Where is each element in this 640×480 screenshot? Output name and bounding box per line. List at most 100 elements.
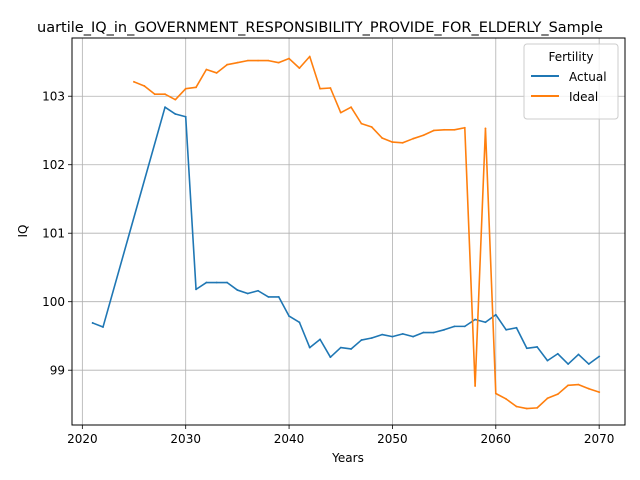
data-point-ideal (184, 87, 187, 90)
data-point-ideal (319, 87, 321, 90)
data-point-ideal (577, 383, 580, 386)
data-point-ideal (587, 387, 590, 390)
data-point-actual (577, 353, 580, 356)
data-point-ideal (339, 111, 342, 114)
data-point-ideal (164, 93, 166, 96)
data-point-actual (391, 335, 394, 338)
data-point-ideal (133, 80, 135, 83)
x-tick-label: 2060 (481, 432, 512, 446)
y-tick-label: 103 (42, 90, 65, 104)
data-point-actual (329, 356, 332, 359)
data-point-actual (215, 281, 218, 284)
data-point-actual (463, 325, 466, 328)
data-point-actual (205, 281, 208, 284)
legend-label-actual: Actual (569, 70, 607, 84)
data-point-ideal (236, 61, 239, 64)
data-point-ideal (412, 137, 414, 140)
data-point-ideal (536, 406, 539, 409)
data-point-actual (226, 281, 228, 284)
data-point-actual (360, 339, 363, 341)
data-point-ideal (370, 126, 373, 128)
data-point-ideal (432, 129, 435, 132)
data-point-actual (277, 296, 280, 298)
legend-label-ideal: Ideal (569, 90, 598, 104)
data-point-ideal (443, 128, 446, 131)
data-point-ideal (215, 72, 218, 74)
data-point-actual (236, 289, 239, 291)
data-point-ideal (381, 137, 383, 139)
x-axis-label: Years (331, 451, 364, 465)
axis-ticks: 2020 2030 2040 2050 2060 2070 99 100 101 102 103 (42, 90, 614, 446)
data-point-actual (453, 325, 456, 328)
data-point-ideal (350, 106, 352, 109)
y-tick-label: 102 (42, 158, 65, 172)
data-point-ideal (257, 59, 259, 62)
data-point-ideal (598, 391, 601, 394)
data-point-actual (422, 331, 425, 334)
data-point-ideal (484, 127, 487, 130)
data-point-actual (556, 352, 559, 355)
data-point-ideal (453, 128, 456, 131)
data-point-ideal (401, 141, 404, 144)
data-point-ideal (298, 67, 301, 70)
data-point-actual (412, 335, 414, 338)
data-point-ideal (205, 68, 208, 71)
legend-title: Fertility (548, 50, 593, 64)
data-point-ideal (515, 405, 518, 408)
data-point-actual (598, 355, 601, 358)
legend-box (523, 43, 619, 120)
data-point-ideal (360, 122, 363, 125)
data-point-actual (381, 333, 383, 336)
y-tick-label: 101 (42, 227, 65, 241)
y-tick-label: 100 (42, 295, 65, 309)
x-tick-label: 2020 (67, 432, 98, 446)
data-point-actual (546, 359, 549, 362)
data-point-actual (319, 338, 321, 341)
data-point-ideal (277, 61, 280, 64)
data-point-actual (484, 321, 487, 324)
data-point-actual (536, 346, 539, 348)
data-point-actual (246, 292, 249, 295)
data-point-ideal (143, 85, 146, 87)
data-point-ideal (391, 141, 394, 144)
data-point-actual (184, 115, 187, 118)
data-point-ideal (556, 393, 559, 396)
data-point-ideal (546, 397, 549, 400)
series-group (91, 55, 601, 410)
x-tick-label: 2050 (377, 432, 408, 446)
data-point-actual (401, 333, 404, 335)
series-line-ideal (132, 55, 601, 410)
x-tick-label: 2070 (584, 432, 615, 446)
x-tick-label: 2040 (274, 432, 305, 446)
data-point-ideal (308, 55, 311, 58)
data-point-actual (350, 348, 352, 350)
data-point-ideal (226, 63, 228, 66)
data-point-actual (308, 346, 311, 349)
data-point-actual (102, 326, 104, 328)
data-point-actual (494, 313, 497, 316)
data-point-ideal (474, 385, 477, 387)
data-point-actual (174, 113, 177, 115)
legend: Fertility Actual Ideal (523, 43, 619, 120)
chart-title: uartile_IQ_in_GOVERNMENT_RESPONSIBILITY_… (37, 20, 603, 36)
data-point-actual (267, 296, 270, 298)
data-point-ideal (463, 126, 466, 129)
data-point-ideal (505, 398, 508, 400)
data-point-actual (370, 337, 373, 339)
data-point-ideal (422, 134, 425, 137)
data-point-actual (91, 322, 94, 324)
data-point-actual (339, 346, 342, 349)
data-point-actual (298, 321, 301, 324)
data-point-ideal (288, 57, 290, 60)
data-point-actual (164, 106, 166, 109)
data-point-actual (505, 328, 508, 331)
data-point-actual (257, 289, 259, 292)
data-point-actual (587, 363, 590, 365)
data-point-ideal (329, 87, 332, 89)
data-point-ideal (525, 407, 528, 410)
data-point-ideal (174, 98, 177, 101)
data-point-ideal (195, 86, 197, 89)
y-tick-label: 99 (50, 364, 65, 378)
y-axis-label: IQ (16, 225, 30, 238)
